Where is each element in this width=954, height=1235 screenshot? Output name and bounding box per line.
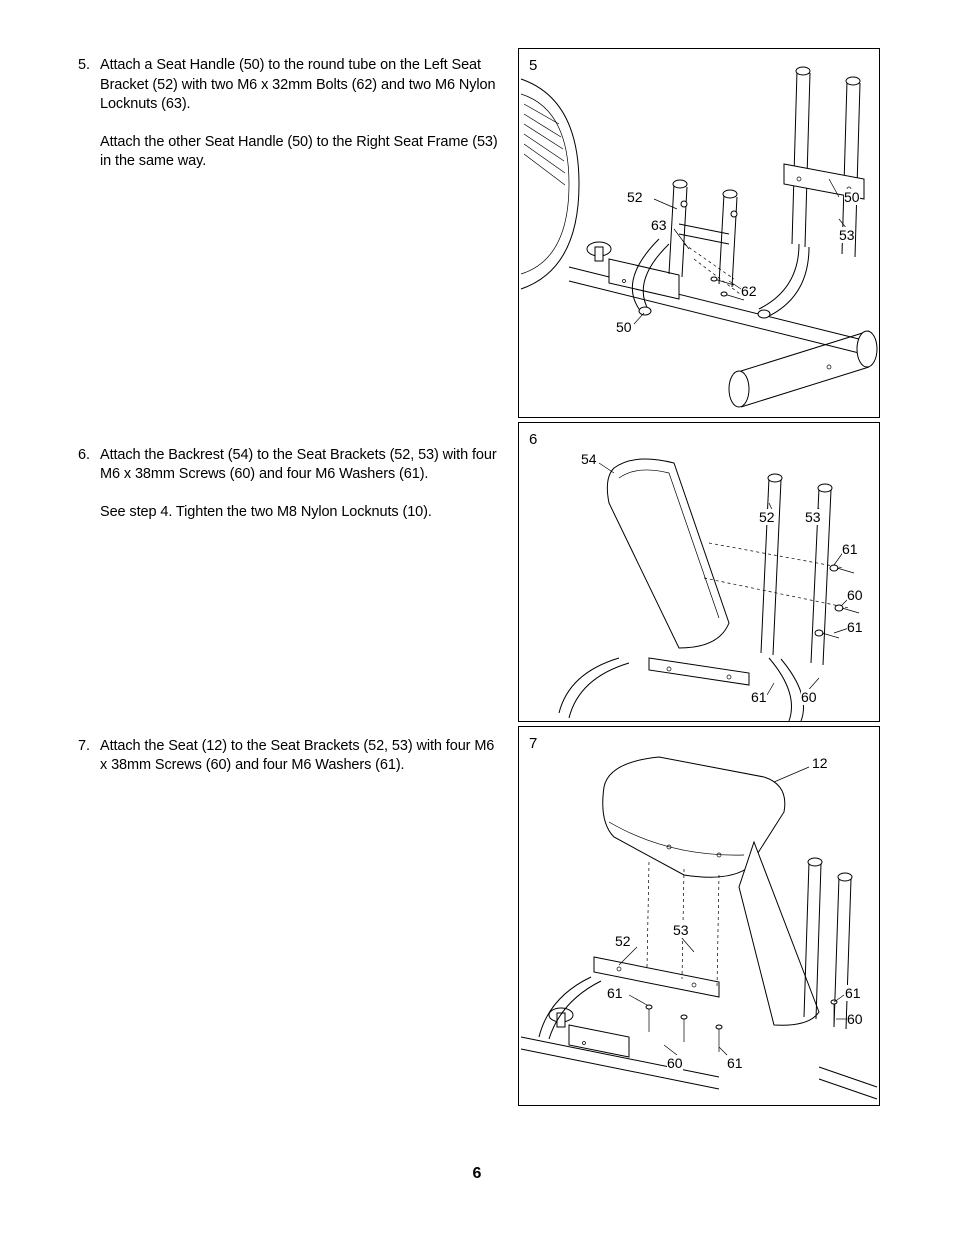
fig7-callout-60b: 60 xyxy=(667,1055,683,1071)
figure-5-diagram xyxy=(519,49,881,419)
fig7-callout-61c: 61 xyxy=(727,1055,743,1071)
figure-7: 7 xyxy=(518,726,880,1106)
fig6-callout-53: 53 xyxy=(805,509,821,525)
step-5-p1: Attach a Seat Handle (50) to the round t… xyxy=(100,56,500,115)
fig7-callout-61b: 61 xyxy=(845,985,861,1001)
fig6-callout-60b: 60 xyxy=(801,689,817,705)
fig7-callout-52: 52 xyxy=(615,933,631,949)
step-6-p2: See step 4. Tighten the two M8 Nylon Loc… xyxy=(100,503,500,523)
step-7-number: 7. xyxy=(78,737,100,757)
step-6-body: Attach the Backrest (54) to the Seat Bra… xyxy=(100,446,500,523)
step-7-p1: Attach the Seat (12) to the Seat Bracket… xyxy=(100,737,500,776)
fig6-callout-52: 52 xyxy=(759,509,775,525)
fig5-callout-53: 53 xyxy=(839,227,855,243)
fig6-callout-61c: 61 xyxy=(751,689,767,705)
figure-5: 5 xyxy=(518,48,880,418)
fig7-callout-12: 12 xyxy=(812,755,828,771)
fig5-callout-63: 63 xyxy=(651,217,667,233)
step-6-number: 6. xyxy=(78,446,100,466)
figure-6: 6 xyxy=(518,422,880,722)
fig6-callout-60a: 60 xyxy=(847,587,863,603)
fig5-callout-50a: 50 xyxy=(844,189,860,205)
step-5-body: Attach a Seat Handle (50) to the round t… xyxy=(100,56,500,172)
fig6-callout-54: 54 xyxy=(581,451,597,467)
fig7-callout-61a: 61 xyxy=(607,985,623,1001)
fig6-callout-61a: 61 xyxy=(842,541,858,557)
figure-column: 5 xyxy=(518,48,880,1106)
fig7-callout-53: 53 xyxy=(673,922,689,938)
fig7-callout-60a: 60 xyxy=(847,1011,863,1027)
figure-7-diagram xyxy=(519,727,881,1107)
fig5-callout-52: 52 xyxy=(627,189,643,205)
figure-6-diagram xyxy=(519,423,881,723)
step-5-number: 5. xyxy=(78,56,100,76)
page-number: 6 xyxy=(0,1165,954,1183)
step-6-p1: Attach the Backrest (54) to the Seat Bra… xyxy=(100,446,500,485)
fig6-callout-61b: 61 xyxy=(847,619,863,635)
step-5-p2: Attach the other Seat Handle (50) to the… xyxy=(100,133,500,172)
step-7-body: Attach the Seat (12) to the Seat Bracket… xyxy=(100,737,500,776)
fig5-callout-50b: 50 xyxy=(616,319,632,335)
fig5-callout-62: 62 xyxy=(741,283,757,299)
